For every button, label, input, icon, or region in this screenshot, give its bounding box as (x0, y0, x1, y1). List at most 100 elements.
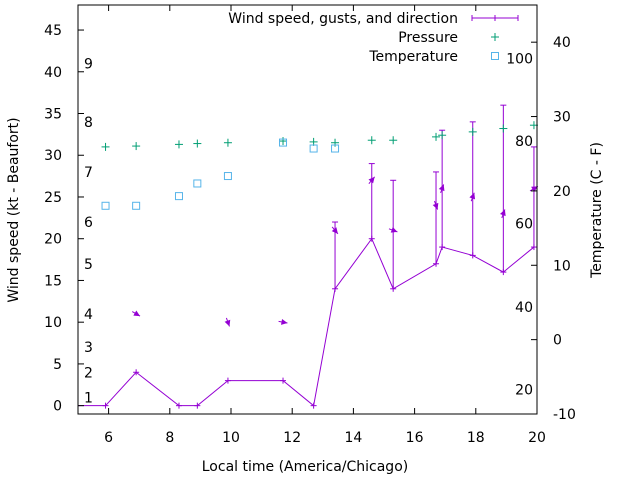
temperature-point (101, 201, 110, 210)
wind-speed-point (368, 235, 375, 242)
arrow-head (133, 310, 141, 317)
beaufort-label: 7 (84, 165, 93, 181)
temperature-point (223, 172, 232, 181)
fahrenheit-label: 40 (515, 300, 533, 316)
temperature-point (193, 179, 202, 188)
arrow-head (368, 176, 375, 184)
y2-tick-label: 0 (553, 333, 562, 349)
temperature-point (331, 144, 340, 153)
x-tick-label: 10 (222, 430, 240, 446)
wind-speed-point (175, 402, 182, 409)
wind-speed-line (78, 237, 535, 407)
pressure-point (279, 137, 288, 146)
legend-label-temperature: Temperature (368, 49, 458, 65)
y-tick-label: 5 (53, 357, 62, 373)
wind-speed-point (332, 285, 339, 292)
y2-tick-label: 30 (553, 110, 571, 126)
pressure-point (223, 138, 232, 147)
x-tick-label: 6 (104, 430, 113, 446)
y-tick-label: 30 (44, 148, 62, 164)
y2-tick-label: 40 (553, 35, 571, 51)
fahrenheit-label: 60 (515, 217, 533, 233)
arrow-head (390, 227, 398, 233)
pressure-point (174, 140, 183, 149)
wind-direction-arrow (131, 310, 141, 317)
wind-speed-point (133, 369, 140, 376)
arrow-head (438, 184, 445, 192)
pressure-point (367, 136, 376, 145)
x-tick-label: 12 (283, 430, 301, 446)
wind-direction-arrow (438, 184, 445, 194)
temperature-point (279, 138, 288, 147)
arrow-head (500, 209, 506, 217)
y2-tick-label: -10 (553, 407, 576, 423)
y-tick-label: 20 (44, 232, 62, 248)
fahrenheit-label: 100 (506, 52, 533, 68)
pressure-point (468, 127, 477, 136)
wind-direction-arrow (331, 226, 339, 235)
wind-direction-arrow (224, 317, 231, 327)
pressure-point (438, 131, 447, 140)
wind-direction-arrow (500, 209, 506, 219)
beaufort-label: 6 (84, 215, 93, 231)
wind-speed-point (224, 377, 231, 384)
y-tick-label: 25 (44, 190, 62, 206)
legend-label-wind: Wind speed, gusts, and direction (228, 11, 458, 27)
wind-direction-arrow (469, 192, 476, 202)
pressure-point (101, 142, 110, 151)
legend-label-pressure: Pressure (398, 30, 458, 46)
wind-speed-point (469, 252, 476, 259)
y2-tick-label: 10 (553, 258, 571, 274)
arrow-head (224, 319, 231, 327)
x-tick-label: 18 (467, 430, 485, 446)
wind-speed-point (194, 402, 201, 409)
x-tick-label: 14 (344, 430, 362, 446)
x-tick-label: 8 (165, 430, 174, 446)
wind-speed-point (390, 285, 397, 292)
wind-speed-point (102, 402, 109, 409)
temperature-point (132, 201, 141, 210)
fahrenheit-label: 20 (515, 382, 533, 398)
wind-direction-arrow (432, 200, 439, 210)
wind-speed-point (310, 402, 317, 409)
fahrenheit-label: 80 (515, 134, 533, 150)
pressure-point (389, 136, 398, 145)
pressure-point (193, 139, 202, 148)
wind-speed-point (439, 244, 446, 251)
plot-frame (77, 4, 538, 415)
wind-direction-arrow (388, 227, 398, 233)
y-tick-label: 35 (44, 107, 62, 123)
pressure-point (499, 124, 508, 133)
y-axis-label: Wind speed (kt - Beaufort) (6, 117, 22, 302)
pressure-point (132, 142, 141, 151)
y-tick-label: 45 (44, 23, 62, 39)
x-tick-label: 20 (528, 430, 546, 446)
temperature-point (309, 144, 318, 153)
legend-swatch-temperature (491, 52, 499, 60)
beaufort-label: 3 (84, 340, 93, 356)
x-axis-label: Local time (America/Chicago) (202, 459, 408, 475)
pressure-point (432, 132, 441, 141)
wind-speed-point (500, 269, 507, 276)
x-tick-label: 16 (406, 430, 424, 446)
arrow-head (531, 186, 538, 192)
wind-direction-arrow (278, 318, 288, 325)
y-tick-label: 40 (44, 65, 62, 81)
arrow-head (432, 202, 439, 210)
arrow-head (331, 227, 338, 234)
arrow-head (469, 192, 476, 200)
y2-axis-label: Temperature (C - F) (589, 142, 605, 279)
beaufort-label: 4 (84, 307, 93, 323)
beaufort-label: 9 (84, 56, 93, 72)
wind-speed-point (530, 244, 537, 251)
wind-speed-point (433, 260, 440, 267)
beaufort-label: 1 (84, 390, 93, 406)
wind-direction-arrow (368, 176, 376, 185)
beaufort-label: 2 (84, 365, 93, 381)
y-tick-label: 0 (53, 399, 62, 415)
y-tick-label: 15 (44, 273, 62, 289)
beaufort-label: 8 (84, 115, 93, 131)
beaufort-label: 5 (84, 257, 93, 273)
